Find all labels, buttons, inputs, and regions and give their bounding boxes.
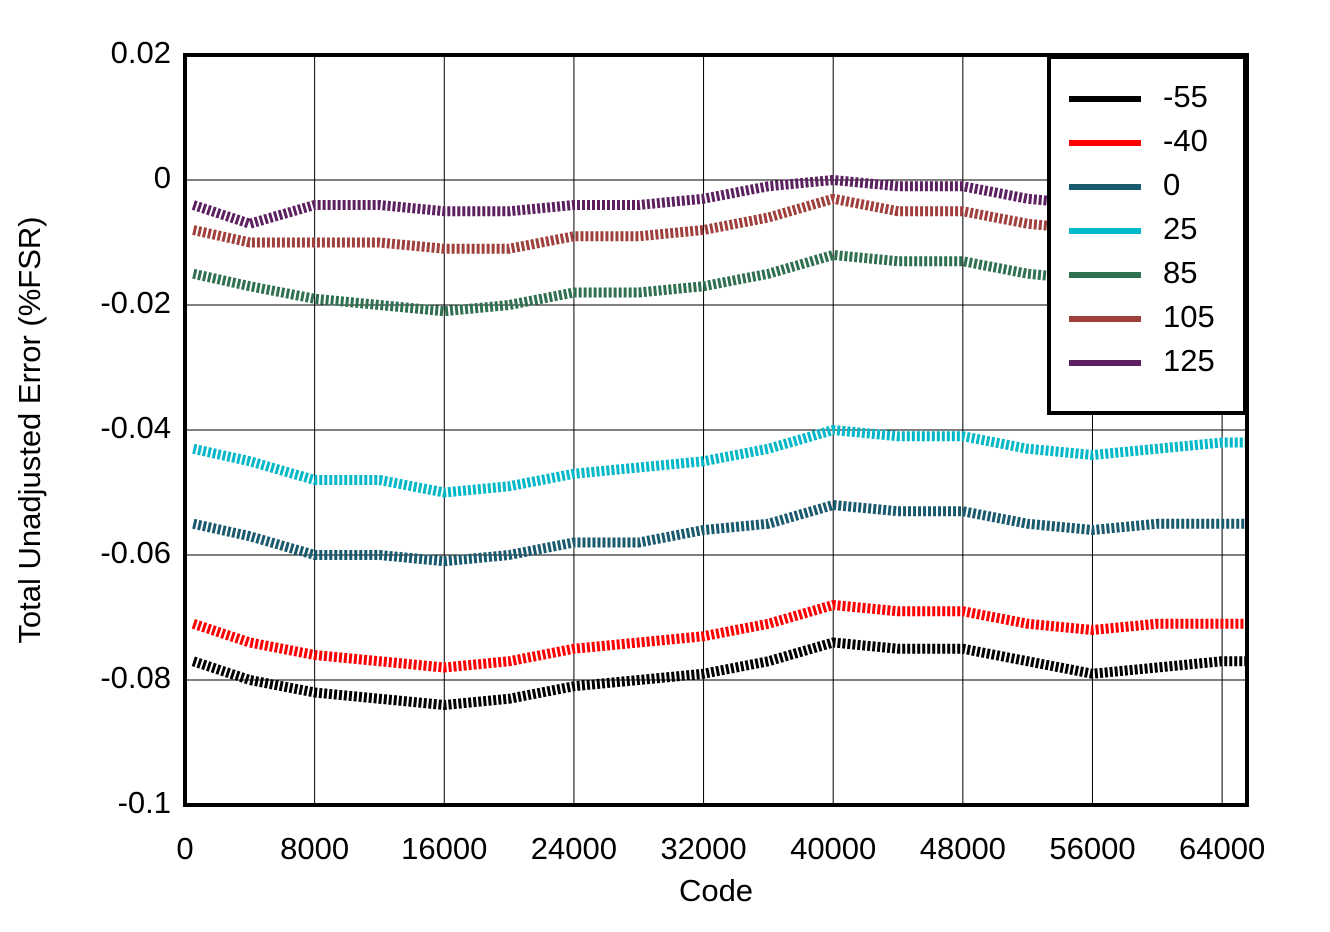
- legend-label: 25: [1163, 211, 1197, 246]
- legend-label: 105: [1163, 299, 1215, 334]
- y-axis-label: Total Unadjusted Error (%FSR): [12, 216, 47, 643]
- x-tick-label: 56000: [1049, 831, 1135, 866]
- y-tick-label: -0.04: [100, 410, 171, 445]
- series-line: [192, 193, 1247, 254]
- legend-label: -40: [1163, 123, 1208, 158]
- series-line: [192, 425, 1247, 498]
- y-tick-label: -0.08: [100, 660, 171, 695]
- legend-box: [1047, 55, 1247, 415]
- y-tick-label: 0.02: [111, 35, 171, 70]
- legend-label: -55: [1163, 79, 1208, 114]
- x-tick-label: 32000: [660, 831, 746, 866]
- y-tick-label: -0.06: [100, 535, 171, 570]
- x-tick-label: 8000: [280, 831, 349, 866]
- y-tick-label: -0.02: [100, 285, 171, 320]
- legend-label: 125: [1163, 343, 1215, 378]
- x-tick-label: 24000: [531, 831, 617, 866]
- x-axis-label: Code: [679, 873, 753, 908]
- x-tick-label: 64000: [1179, 831, 1265, 866]
- x-tick-label: 40000: [790, 831, 876, 866]
- series-line: [192, 500, 1247, 567]
- series-line: [191, 175, 1247, 229]
- x-tick-label: 16000: [401, 831, 487, 866]
- series-line: [191, 637, 1247, 710]
- legend-label: 85: [1163, 255, 1197, 290]
- plot-frame: [183, 53, 1249, 807]
- x-tick-label: 0: [176, 831, 193, 866]
- y-tick-label: -0.1: [118, 785, 171, 820]
- legend-label: 0: [1163, 167, 1180, 202]
- series-line: [191, 600, 1247, 673]
- y-tick-label: 0: [154, 160, 171, 195]
- x-tick-label: 48000: [920, 831, 1006, 866]
